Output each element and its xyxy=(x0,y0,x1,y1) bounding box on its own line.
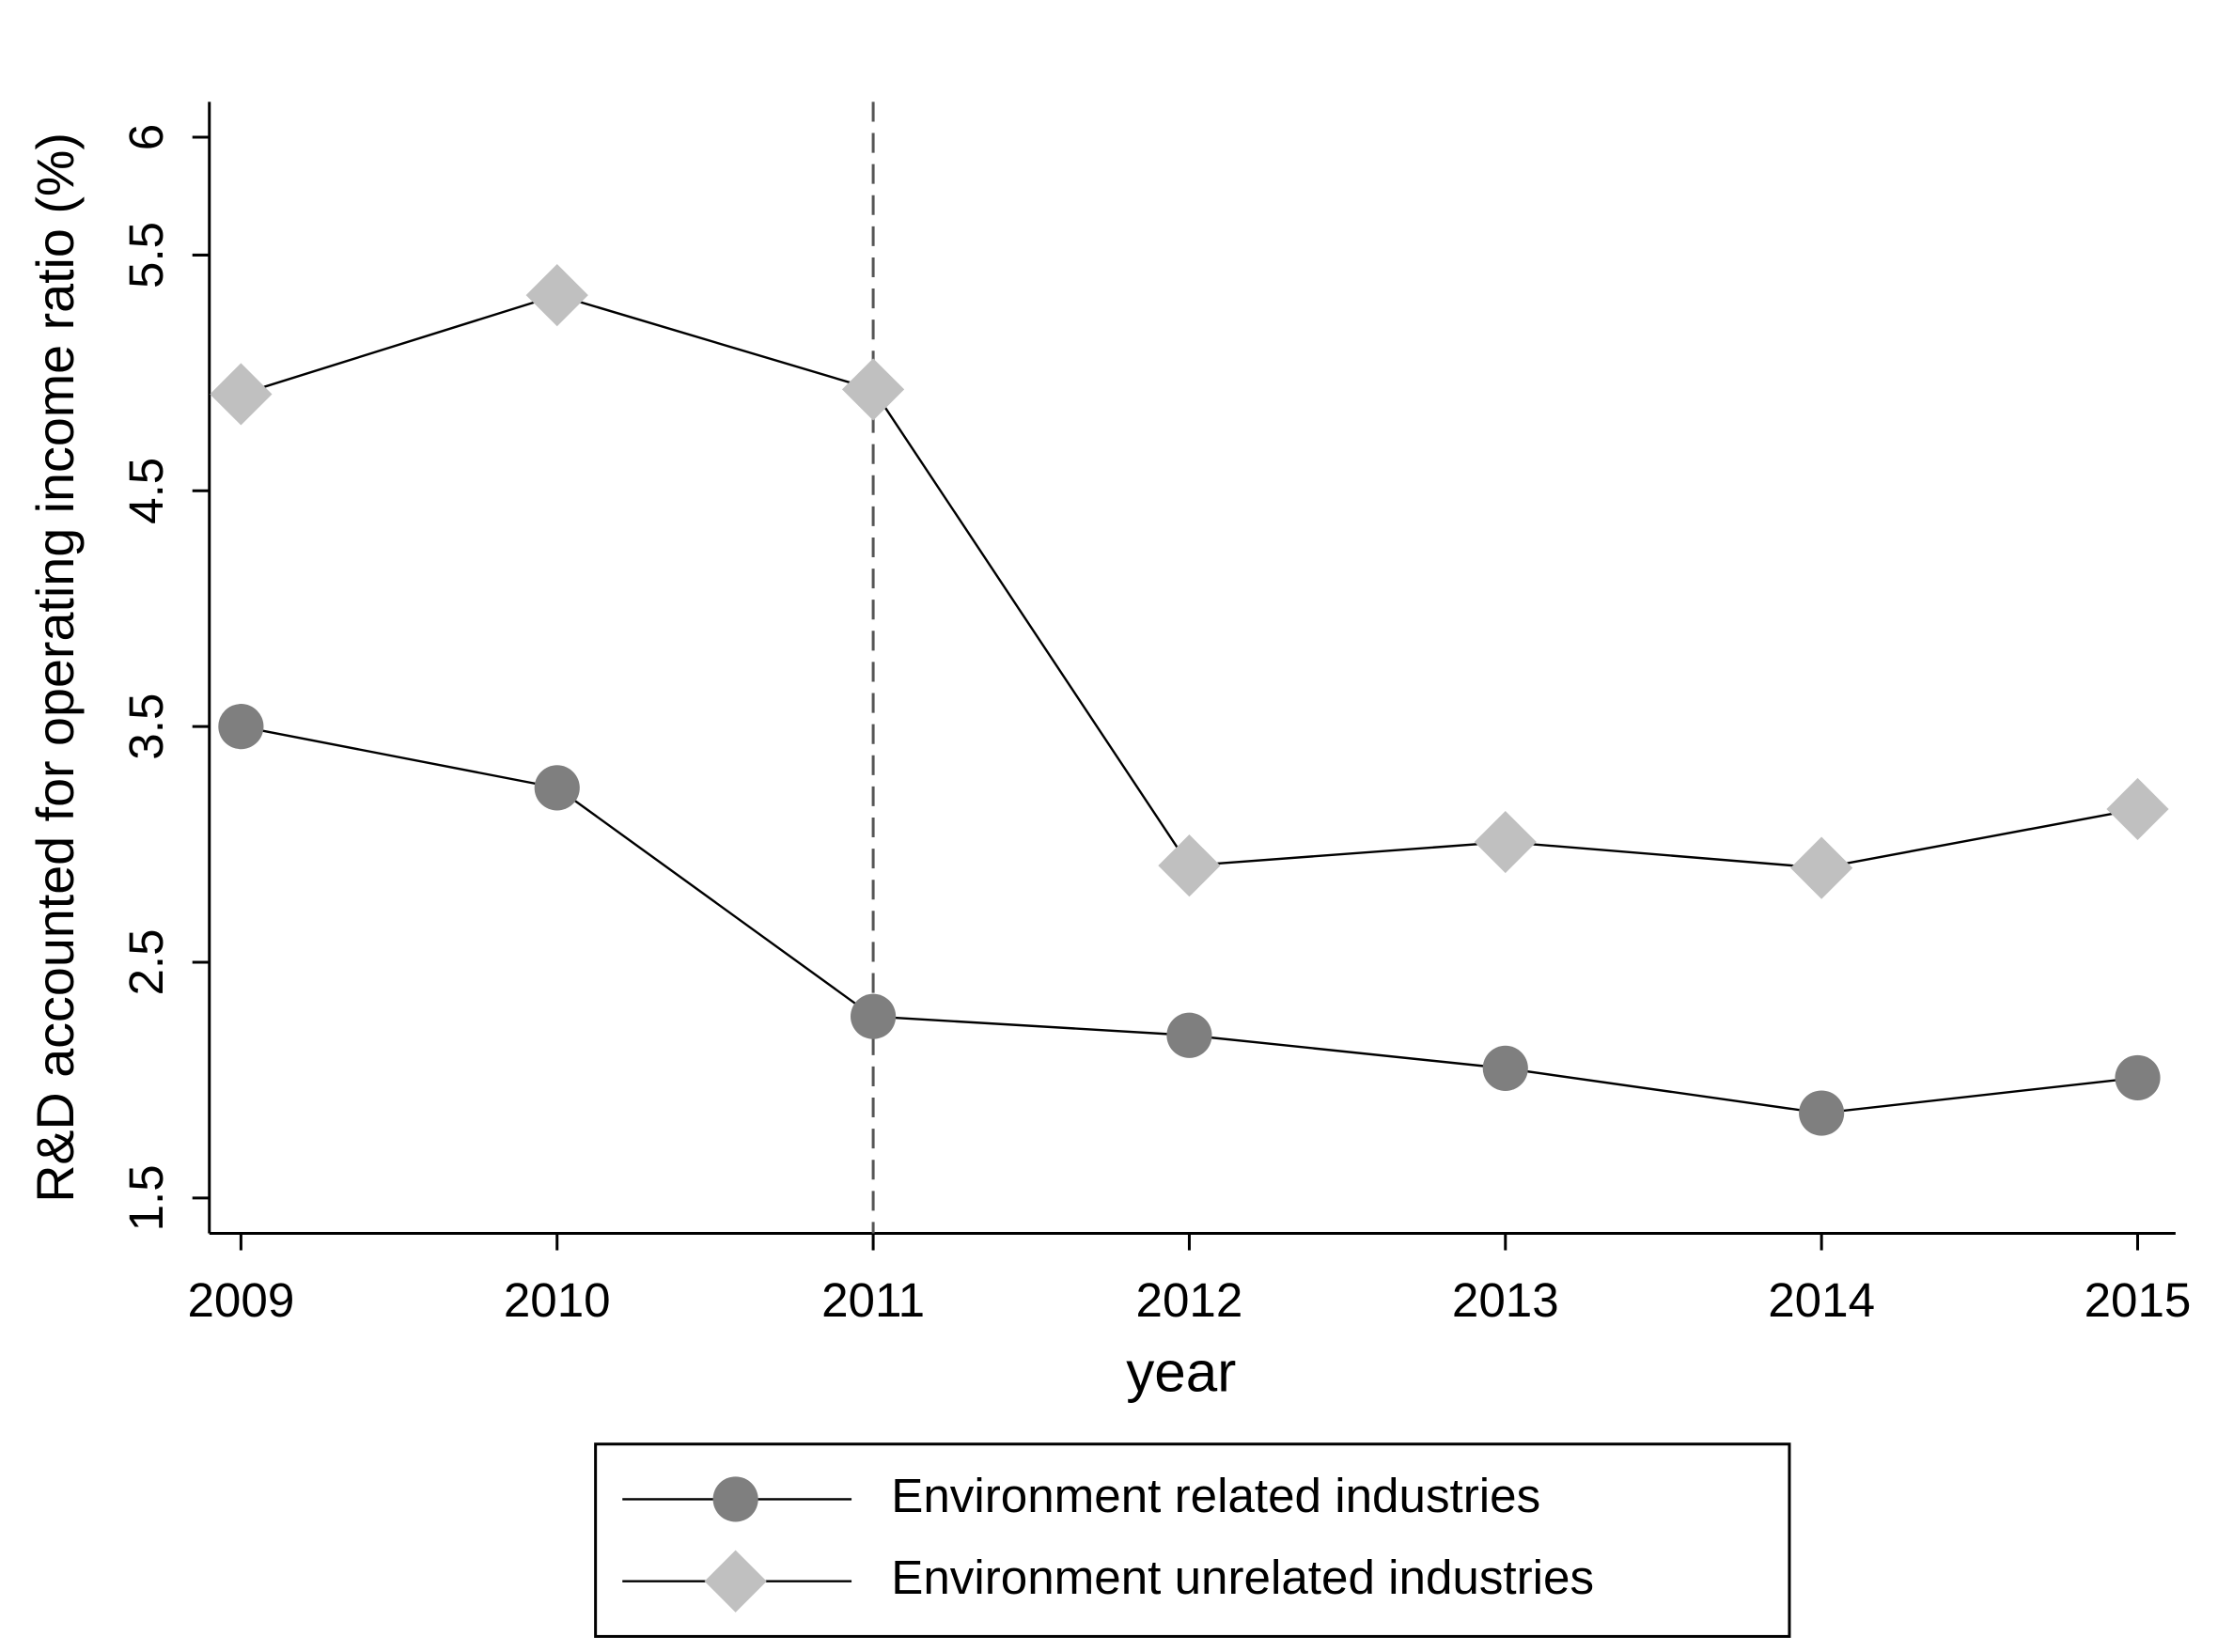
data-point xyxy=(210,363,273,426)
y-tick-label: 4.5 xyxy=(119,458,173,524)
y-axis-label: R&D accounted for operating income ratio… xyxy=(26,132,85,1203)
x-axis-label: year xyxy=(1126,1340,1236,1403)
y-tick-label: 6 xyxy=(119,124,173,150)
data-point xyxy=(1474,810,1537,874)
x-tick-label: 2014 xyxy=(1768,1273,1875,1327)
data-point xyxy=(2106,777,2169,841)
data-point xyxy=(1799,1090,1845,1136)
x-tick-label: 2012 xyxy=(1136,1273,1243,1327)
legend-label: Environment related industries xyxy=(891,1469,1540,1522)
y-tick-label: 3.5 xyxy=(119,694,173,760)
x-tick-label: 2010 xyxy=(504,1273,611,1327)
data-point xyxy=(851,993,897,1039)
data-point xyxy=(218,704,264,750)
legend-marker xyxy=(704,1550,767,1613)
y-tick-label: 5.5 xyxy=(119,222,173,288)
y-tick-label: 1.5 xyxy=(119,1164,173,1231)
data-point xyxy=(1158,834,1221,897)
legend-label: Environment unrelated industries xyxy=(891,1551,1594,1604)
legend-marker xyxy=(712,1476,758,1522)
x-tick-label: 2015 xyxy=(2085,1273,2192,1327)
x-tick-label: 2009 xyxy=(187,1273,294,1327)
data-point xyxy=(534,765,580,811)
data-point xyxy=(1166,1012,1212,1058)
x-tick-label: 2011 xyxy=(821,1273,925,1327)
y-tick-label: 2.5 xyxy=(119,928,173,995)
data-point xyxy=(2115,1054,2161,1100)
data-point xyxy=(1482,1045,1528,1091)
legend-box xyxy=(594,1442,1791,1638)
data-point xyxy=(525,263,588,327)
x-tick-label: 2013 xyxy=(1452,1273,1559,1327)
